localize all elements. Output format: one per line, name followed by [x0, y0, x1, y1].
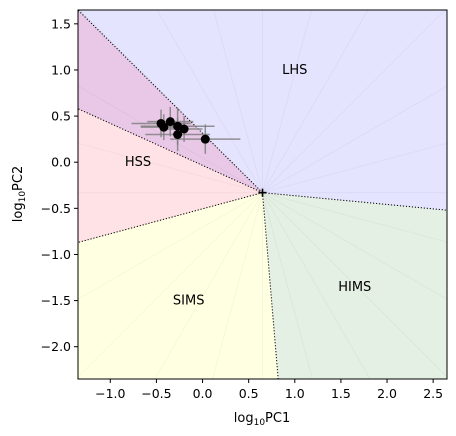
- boundary-sims-hims: [262, 192, 279, 379]
- y-tick-label: 0.5: [51, 109, 71, 124]
- data-point: [179, 124, 189, 134]
- y-axis-label: log10PC2: [11, 166, 28, 222]
- boundary-lhs-hss-top: [78, 10, 263, 194]
- y-tick-label: −1.0: [41, 247, 71, 262]
- data-point: [165, 117, 175, 127]
- region-hss: [78, 108, 263, 243]
- x-tick-label: 1.0: [285, 386, 305, 401]
- y-axis-ticks: −2.0 −1.5 −1.0 −0.5 0.0 0.5 1.0 1.5: [41, 16, 78, 354]
- x-axis-label: log10PC1: [234, 411, 290, 428]
- y-tick-label: 0.0: [51, 155, 71, 170]
- boundaries-layer: [78, 10, 447, 379]
- center-marker: [258, 188, 267, 197]
- x-axis-ticks: −1.0 −0.5 0.0 0.5 1.0 1.5 2.0 2.5: [95, 379, 443, 401]
- region-label-hss: HSS: [125, 155, 151, 170]
- x-tick-label: −0.5: [141, 386, 171, 401]
- region-label-lhs: LHS: [282, 63, 307, 78]
- y-tick-label: 1.5: [51, 16, 71, 31]
- data-point: [200, 134, 210, 144]
- x-tick-label: −1.0: [95, 386, 125, 401]
- data-point: [159, 122, 169, 132]
- region-hims: [262, 192, 447, 379]
- region-label-sims: SIMS: [173, 294, 205, 309]
- region-sims: [78, 192, 279, 379]
- x-tick-label: 2.5: [423, 386, 443, 401]
- boundary-hss-sims: [78, 192, 263, 243]
- region-label-hims: HIMS: [338, 280, 371, 295]
- boundary-hims-lhs: [262, 192, 447, 211]
- region-labels: LHS HSS SIMS HIMS: [125, 63, 371, 309]
- y-tick-label: −2.0: [41, 339, 71, 354]
- boundary-lhs-hss: [78, 108, 263, 194]
- x-tick-label: 1.5: [331, 386, 351, 401]
- y-tick-label: −1.5: [41, 293, 71, 308]
- plot-frame: [77, 9, 448, 380]
- region-lhs: [78, 10, 447, 211]
- y-tick-label: −0.5: [41, 201, 71, 216]
- y-tick-label: 1.0: [51, 62, 71, 77]
- data-point: [173, 130, 183, 140]
- points-layer: [156, 117, 210, 144]
- x-tick-label: 0.5: [239, 386, 259, 401]
- regions-layer: [78, 10, 447, 379]
- x-tick-label: 0.0: [193, 386, 213, 401]
- x-tick-label: 2.0: [377, 386, 397, 401]
